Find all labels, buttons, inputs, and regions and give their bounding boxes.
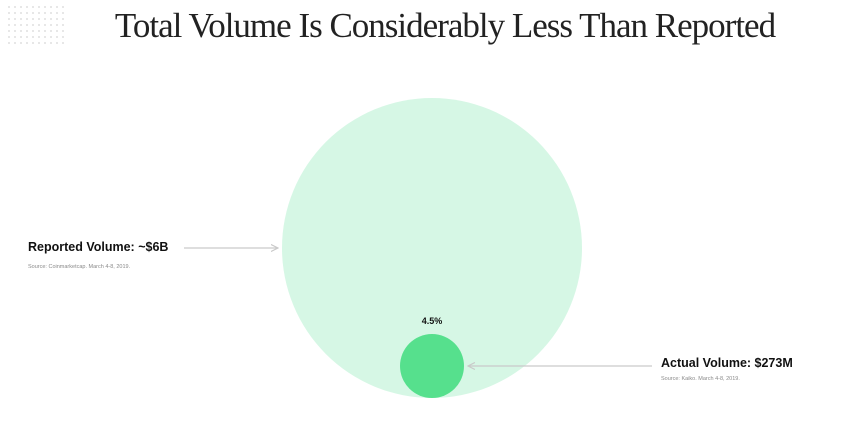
actual-volume-source: Source: Kaiko. March 4-8, 2019. [661, 376, 740, 382]
reported-volume-label: Reported Volume: ~$6B [28, 240, 168, 254]
reported-volume-circle [282, 98, 582, 398]
percentage-label: 4.5% [422, 316, 443, 326]
reported-volume-source: Source: Coinmarketcap. March 4-8, 2019. [28, 264, 131, 270]
dot-pattern-decoration [6, 4, 66, 44]
actual-volume-circle [400, 334, 464, 398]
chart-title: Total Volume Is Considerably Less Than R… [114, 6, 776, 45]
actual-volume-label: Actual Volume: $273M [661, 356, 793, 370]
